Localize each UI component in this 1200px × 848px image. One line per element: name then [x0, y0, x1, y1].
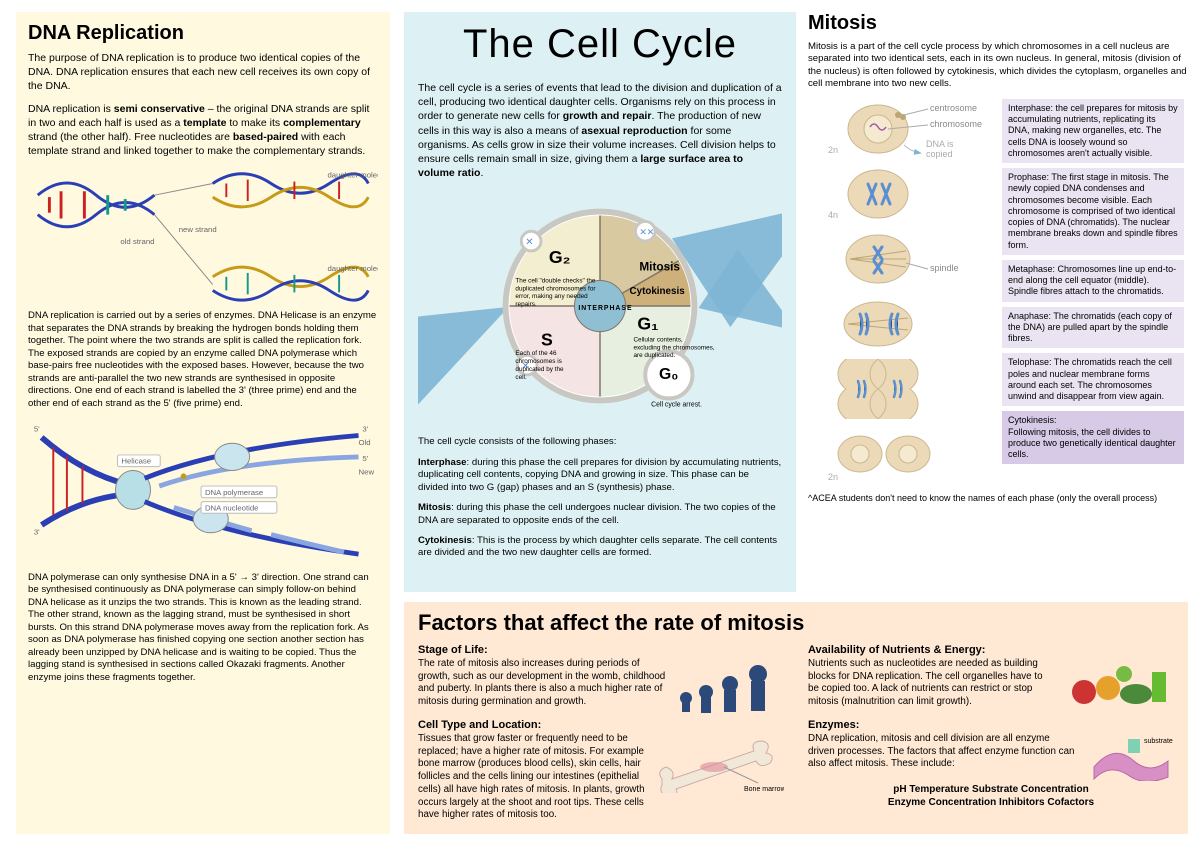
replication-fork-diagram: 5' 3' 3' 5' Old New Helicase DNA polymer…: [28, 418, 378, 564]
phases-lead: The cell cycle consists of the following…: [418, 436, 782, 448]
enzyme-factors-list: pH Temperature Substrate Concentration E…: [808, 783, 1174, 810]
dna-p4: DNA polymerase can only synthesise DNA i…: [28, 572, 378, 684]
mitosis-intro: Mitosis is a part of the cell cycle proc…: [808, 41, 1188, 91]
dna-p2: DNA replication is semi conservative – t…: [28, 102, 378, 159]
factors-col-left: Stage of Life: The rate of mitosis also …: [418, 642, 784, 830]
cycle-intro: The cell cycle is a series of events tha…: [418, 81, 782, 180]
factors-col-right: Availability of Nutrients & Energy: Nutr…: [808, 642, 1174, 830]
svg-text:New: New: [359, 467, 375, 476]
svg-text:✕✕: ✕✕: [639, 227, 654, 237]
svg-text:2n: 2n: [828, 145, 838, 155]
factors-panel: Factors that affect the rate of mitosis …: [404, 602, 1188, 834]
phase-box: Prophase: The first stage in mitosis. Th…: [1002, 168, 1184, 255]
dna-title: DNA Replication: [28, 22, 378, 45]
factors-title: Factors that affect the rate of mitosis: [418, 610, 1174, 636]
growth-silhouettes-icon: [674, 658, 784, 714]
phase-interphase: Interphase: during this phase the cell p…: [418, 457, 782, 494]
phase-box: Anaphase: The chromatids (each copy of t…: [1002, 307, 1184, 349]
food-icon: [1064, 658, 1174, 714]
dna-p3: DNA replication is carried out by a seri…: [28, 310, 378, 410]
dna-p1: The purpose of DNA replication is to pro…: [28, 51, 378, 94]
svg-text:2n: 2n: [828, 472, 838, 482]
factor-nutrients-heading: Availability of Nutrients & Energy:: [808, 644, 1174, 656]
svg-text:DNA polymerase: DNA polymerase: [205, 488, 263, 497]
svg-text:5': 5': [34, 425, 40, 434]
svg-text:Mitosis: Mitosis: [639, 260, 680, 274]
svg-text:S: S: [541, 330, 553, 350]
dna-replication-panel: DNA Replication The purpose of DNA repli…: [16, 12, 390, 834]
mitosis-cell-diagrams: centrosome chromosome 2n DNA is copied 4…: [808, 99, 994, 489]
svg-text:substrate: substrate: [1144, 738, 1173, 745]
svg-text:Helicase: Helicase: [121, 457, 151, 466]
svg-text:copied: copied: [926, 149, 953, 159]
svg-text:DNA is: DNA is: [926, 139, 954, 149]
svg-text:5': 5': [362, 454, 368, 463]
svg-text:G₁: G₁: [637, 314, 658, 334]
factor-nutrients-text: Nutrients such as nucleotides are needed…: [808, 658, 1056, 709]
cell-anaphase: [808, 294, 994, 354]
svg-text:new strand: new strand: [179, 225, 217, 234]
svg-text:centrosome: centrosome: [930, 103, 977, 113]
svg-text:chromosome: chromosome: [930, 119, 982, 129]
svg-text:G₀: G₀: [659, 366, 678, 383]
cell-prophase: 4n: [808, 164, 994, 224]
svg-text:spindle: spindle: [930, 263, 959, 273]
dna-semiconservative-diagram: old strand new strand daughter molecule …: [28, 166, 378, 302]
mitosis-title: Mitosis: [808, 12, 1188, 35]
factor-celltype-text: Tissues that grow faster or frequently n…: [418, 733, 646, 822]
svg-text:✕: ✕: [525, 237, 533, 248]
svg-text:old strand: old strand: [120, 237, 154, 246]
svg-text:daughter molecule: daughter molecule: [327, 171, 378, 180]
factor-enzymes-heading: Enzymes:: [808, 719, 1174, 731]
phase-box: Telophase: The chromatids reach the cell…: [1002, 353, 1184, 406]
phase-cytokinesis: Cytokinesis: This is the process by whic…: [418, 535, 782, 560]
svg-text:Old: Old: [359, 438, 371, 447]
cell-telophase: [808, 359, 994, 419]
phase-mitosis: Mitosis: during this phase the cell unde…: [418, 502, 782, 527]
svg-text:Bone marrow: Bone marrow: [744, 786, 784, 793]
svg-text:DNA nucleotide: DNA nucleotide: [205, 503, 259, 512]
svg-text:Cytokinesis: Cytokinesis: [630, 286, 686, 297]
svg-text:Cell cycle arrest.: Cell cycle arrest.: [651, 402, 702, 409]
svg-text:3': 3': [362, 425, 368, 434]
phase-box: Interphase: the cell prepares for mitosi…: [1002, 99, 1184, 163]
mitosis-footnote: ^ACEA students don't need to know the na…: [808, 493, 1188, 503]
svg-text:3': 3': [34, 528, 40, 537]
factor-celltype-heading: Cell Type and Location:: [418, 719, 784, 731]
factor-stage-text: The rate of mitosis also increases durin…: [418, 658, 666, 709]
svg-text:4n: 4n: [828, 210, 838, 220]
cell-cycle-panel: The Cell Cycle The cell cycle is a serie…: [404, 12, 796, 592]
mitosis-phase-descriptions: Interphase: the cell prepares for mitosi…: [1002, 99, 1188, 489]
svg-text:daughter molecule: daughter molecule: [327, 264, 378, 273]
mitosis-panel: Mitosis Mitosis is a part of the cell cy…: [808, 12, 1188, 592]
bone-icon: Bone marrow: [654, 733, 784, 793]
phase-box: Metaphase: Chromosomes line up end-to-en…: [1002, 260, 1184, 302]
svg-text:Cellular contents,excluding th: Cellular contents,excluding the chromoso…: [633, 337, 714, 360]
factor-stage-heading: Stage of Life:: [418, 644, 784, 656]
page-title: The Cell Cycle: [418, 22, 782, 67]
enzyme-icon: substrate: [1084, 733, 1174, 781]
svg-text:INTERPHASE: INTERPHASE: [578, 305, 632, 312]
cell-cytokinesis: 2n: [808, 424, 994, 484]
factor-enzymes-text: DNA replication, mitosis and cell divisi…: [808, 733, 1076, 773]
cell-interphase: centrosome chromosome 2n DNA is copied: [808, 99, 994, 159]
cell-cycle-diagram: G₂ Mitosis Cytokinesis G₁ S INTERPHASE G…: [418, 188, 782, 428]
phase-box-cytokinesis: Cytokinesis: Following mitosis, the cell…: [1002, 411, 1184, 464]
cell-metaphase: spindle: [808, 229, 994, 289]
svg-text:G₂: G₂: [549, 247, 571, 267]
